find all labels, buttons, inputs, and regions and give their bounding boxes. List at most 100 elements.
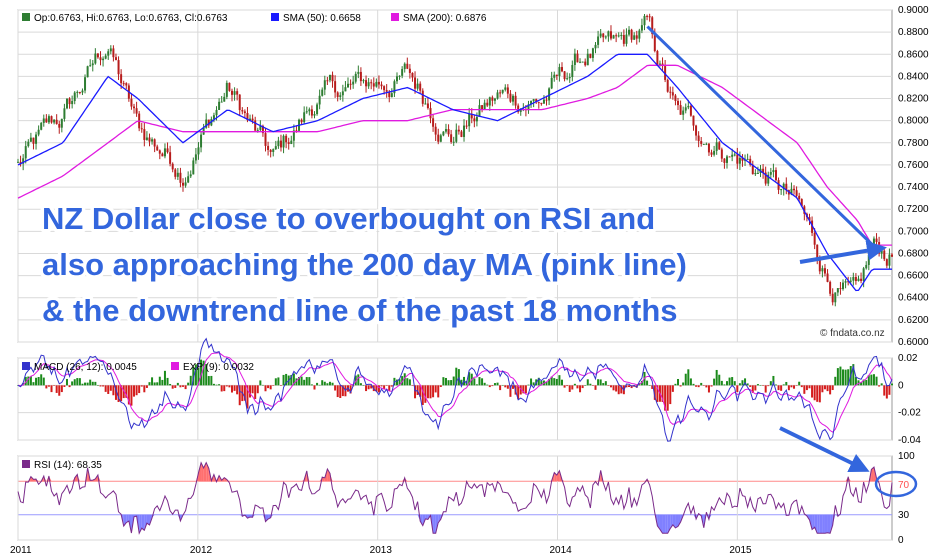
price-candle-body (50, 116, 53, 123)
macd-histogram-bar (842, 369, 845, 386)
macd-histogram-bar (720, 380, 723, 386)
macd-histogram-bar (120, 385, 123, 402)
x-tick-label: 2014 (550, 545, 573, 556)
price-y-tick-label: 0.7600 (898, 160, 929, 171)
macd-histogram-bar (84, 382, 87, 386)
macd-histogram-bar (200, 359, 203, 386)
macd-histogram-bar (496, 382, 499, 386)
macd-histogram-bar (844, 369, 847, 386)
macd-histogram-bar (878, 385, 881, 387)
price-candle-body (316, 104, 319, 115)
macd-y-tick-label: 0 (898, 380, 904, 391)
macd-histogram-bar (117, 385, 120, 403)
macd-histogram-bar (42, 377, 45, 386)
price-candle-body (692, 115, 695, 126)
macd-histogram-bar (179, 385, 182, 388)
price-candle-body (468, 113, 471, 127)
axis-labels: 0.6000 0.6200 0.6400 0.6600 0.6800 0.7000 0.72… (10, 5, 929, 556)
macd-histogram-bar (870, 374, 873, 386)
price-candle-body (179, 172, 182, 183)
price-candle-body (323, 80, 326, 90)
macd-histogram-bar (759, 385, 762, 386)
macd-histogram-bar (795, 385, 798, 386)
macd-histogram-bar (63, 385, 66, 387)
macd-histogram-bar (736, 385, 739, 393)
macd-histogram-bar (488, 385, 491, 388)
price-candle-body (653, 34, 656, 52)
macd-histogram-bar (367, 385, 370, 390)
macd-histogram-bar (885, 385, 888, 399)
macd-histogram-bar (336, 385, 339, 398)
macd-histogram-bar (125, 385, 128, 398)
macd-histogram-bar (292, 373, 295, 386)
macd-histogram-bar (331, 382, 334, 386)
price-candle-body (702, 143, 705, 145)
macd-histogram-bar (264, 385, 267, 392)
price-candle-body (380, 84, 383, 87)
macd-histogram-bar (300, 376, 303, 386)
price-candle-body (811, 220, 814, 233)
macd-histogram-bar (891, 383, 893, 386)
price-candle-body (669, 91, 672, 93)
price-candle-body (728, 156, 731, 158)
macd-histogram-bar (609, 385, 612, 388)
macd-histogram-bar (697, 385, 700, 388)
macd-histogram-bar (584, 385, 587, 386)
price-candle-body (793, 188, 796, 191)
price-candle-body (563, 71, 566, 80)
price-candle-body (135, 108, 138, 114)
macd-histogram-bar (628, 385, 631, 388)
price-candle-body (398, 75, 401, 77)
price-candle-body (656, 51, 659, 65)
downtrend-line (646, 25, 874, 246)
macd-histogram-bar (573, 383, 576, 386)
macd-histogram-bar (130, 385, 133, 406)
price-candle-body (715, 142, 718, 151)
price-candle-body (290, 140, 293, 144)
price-candle-body (194, 154, 197, 161)
price-candle-body (813, 232, 816, 245)
macd-histogram-bar (664, 385, 667, 411)
macd-histogram-bar (318, 384, 321, 386)
macd-histogram-bar (568, 385, 571, 392)
price-candle-body (553, 74, 556, 78)
annotation-line-2: also approaching the 200 day MA (pink li… (42, 247, 687, 282)
price-candle-body (143, 129, 146, 140)
macd-histogram-bar (328, 381, 331, 386)
price-candle-body (560, 67, 563, 72)
macd-histogram-bar (424, 385, 427, 403)
macd-histogram-bar (746, 383, 749, 386)
macd-histogram-bar (524, 385, 527, 394)
price-candle-body (282, 135, 285, 148)
price-candle-body (707, 143, 710, 153)
price-candle-body (334, 81, 337, 93)
price-candle-body (42, 118, 45, 123)
macd-histogram-bar (272, 385, 275, 386)
price-candle-body (236, 91, 239, 95)
macd-histogram-bar (269, 385, 272, 390)
macd-histogram-bar (793, 385, 796, 389)
macd-histogram-bar (411, 385, 414, 386)
macd-histogram-bar (370, 385, 373, 389)
price-candle-body (891, 254, 893, 257)
price-candle-body (114, 57, 117, 61)
annotation: NZ Dollar close to overbought on RSI and… (39, 198, 691, 332)
macd-histogram-bar (679, 385, 682, 387)
macd-histogram-bar (576, 385, 579, 389)
price-candle-body (321, 89, 324, 96)
rsi-oversold-fill (126, 514, 129, 523)
macd-histogram-bar (223, 385, 226, 392)
price-candle-body (457, 129, 460, 132)
price-candle-body (769, 172, 772, 175)
price-candle-body (310, 109, 313, 116)
price-candle-body (723, 158, 726, 163)
price-candle-body (78, 91, 81, 93)
macd-histogram-bar (862, 379, 865, 386)
macd-y-tick-label: 0.02 (898, 353, 918, 364)
price-candle-body (452, 141, 455, 143)
macd-histogram-bar (434, 385, 437, 393)
price-candle-body (300, 119, 303, 123)
macd-histogram-bar (754, 385, 757, 391)
macd-histogram-bar (65, 378, 68, 386)
price-candle-body (545, 99, 548, 101)
